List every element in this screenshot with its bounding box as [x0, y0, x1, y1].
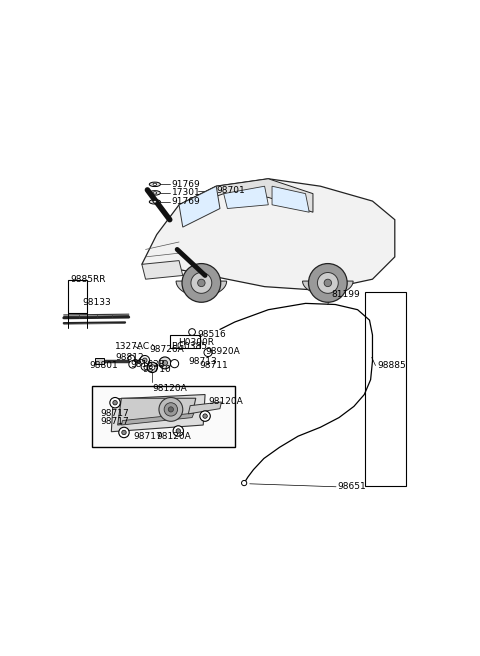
Ellipse shape: [149, 191, 160, 195]
Polygon shape: [121, 413, 194, 425]
Circle shape: [164, 403, 178, 416]
Circle shape: [122, 430, 126, 435]
Circle shape: [170, 359, 179, 368]
Text: 98920A: 98920A: [205, 347, 240, 356]
Text: H0300R: H0300R: [178, 338, 214, 347]
Text: 98163B: 98163B: [131, 360, 166, 369]
Text: 98801: 98801: [89, 361, 118, 370]
Polygon shape: [188, 402, 221, 414]
Bar: [170, 335, 200, 348]
Circle shape: [324, 279, 332, 287]
Bar: [68, 280, 87, 314]
Text: 81199: 81199: [332, 291, 360, 299]
Text: 98120A: 98120A: [152, 384, 187, 394]
Text: 9885RR: 9885RR: [71, 275, 106, 283]
Polygon shape: [302, 281, 353, 295]
Circle shape: [129, 361, 136, 368]
Polygon shape: [224, 186, 268, 209]
Polygon shape: [142, 260, 183, 279]
Circle shape: [203, 414, 207, 419]
Text: 98726A: 98726A: [149, 344, 184, 354]
Circle shape: [150, 365, 155, 370]
Circle shape: [198, 279, 205, 287]
Circle shape: [140, 356, 150, 365]
Circle shape: [191, 272, 212, 293]
Text: 91769: 91769: [172, 197, 200, 207]
Text: 98885: 98885: [377, 361, 406, 370]
Polygon shape: [142, 178, 395, 291]
Text: 98711: 98711: [200, 361, 228, 370]
Circle shape: [143, 358, 147, 363]
Circle shape: [241, 480, 247, 485]
Polygon shape: [272, 186, 309, 213]
Text: 98133: 98133: [83, 298, 111, 307]
Circle shape: [159, 398, 183, 421]
Circle shape: [147, 362, 157, 373]
Polygon shape: [118, 398, 196, 425]
Ellipse shape: [153, 192, 157, 194]
Circle shape: [204, 348, 212, 357]
Ellipse shape: [149, 182, 160, 186]
Circle shape: [128, 355, 135, 362]
Circle shape: [159, 357, 171, 369]
Text: 98713: 98713: [189, 357, 217, 365]
Ellipse shape: [149, 199, 160, 204]
Text: 98717: 98717: [100, 409, 129, 418]
Circle shape: [182, 264, 221, 302]
Text: 98120A: 98120A: [156, 432, 191, 441]
Circle shape: [162, 360, 168, 365]
Ellipse shape: [153, 201, 157, 203]
Text: 17301: 17301: [172, 188, 200, 197]
Circle shape: [113, 400, 117, 405]
Polygon shape: [111, 394, 205, 432]
Text: 98812: 98812: [115, 353, 144, 362]
Ellipse shape: [153, 183, 157, 186]
Circle shape: [168, 407, 173, 412]
Circle shape: [119, 427, 129, 438]
Bar: [95, 358, 104, 363]
Polygon shape: [176, 281, 227, 297]
Text: 98120A: 98120A: [209, 398, 243, 407]
Polygon shape: [179, 186, 220, 227]
Text: BG0385: BG0385: [172, 342, 207, 352]
Bar: [365, 292, 406, 485]
Text: 98717: 98717: [100, 417, 129, 426]
Text: 98717: 98717: [133, 432, 162, 441]
Polygon shape: [179, 178, 313, 213]
Text: 98701: 98701: [216, 186, 245, 195]
Circle shape: [110, 398, 120, 408]
Circle shape: [176, 429, 180, 433]
Circle shape: [189, 329, 195, 335]
Circle shape: [317, 272, 338, 293]
Circle shape: [141, 363, 148, 371]
Circle shape: [309, 264, 347, 302]
Circle shape: [200, 411, 210, 421]
Text: 98516: 98516: [197, 330, 226, 338]
Text: 91769: 91769: [172, 180, 200, 189]
Text: 1327AC: 1327AC: [115, 342, 150, 352]
Circle shape: [173, 426, 183, 436]
Text: 98710: 98710: [143, 365, 171, 374]
Text: 98651: 98651: [337, 482, 366, 491]
Bar: [92, 386, 235, 447]
